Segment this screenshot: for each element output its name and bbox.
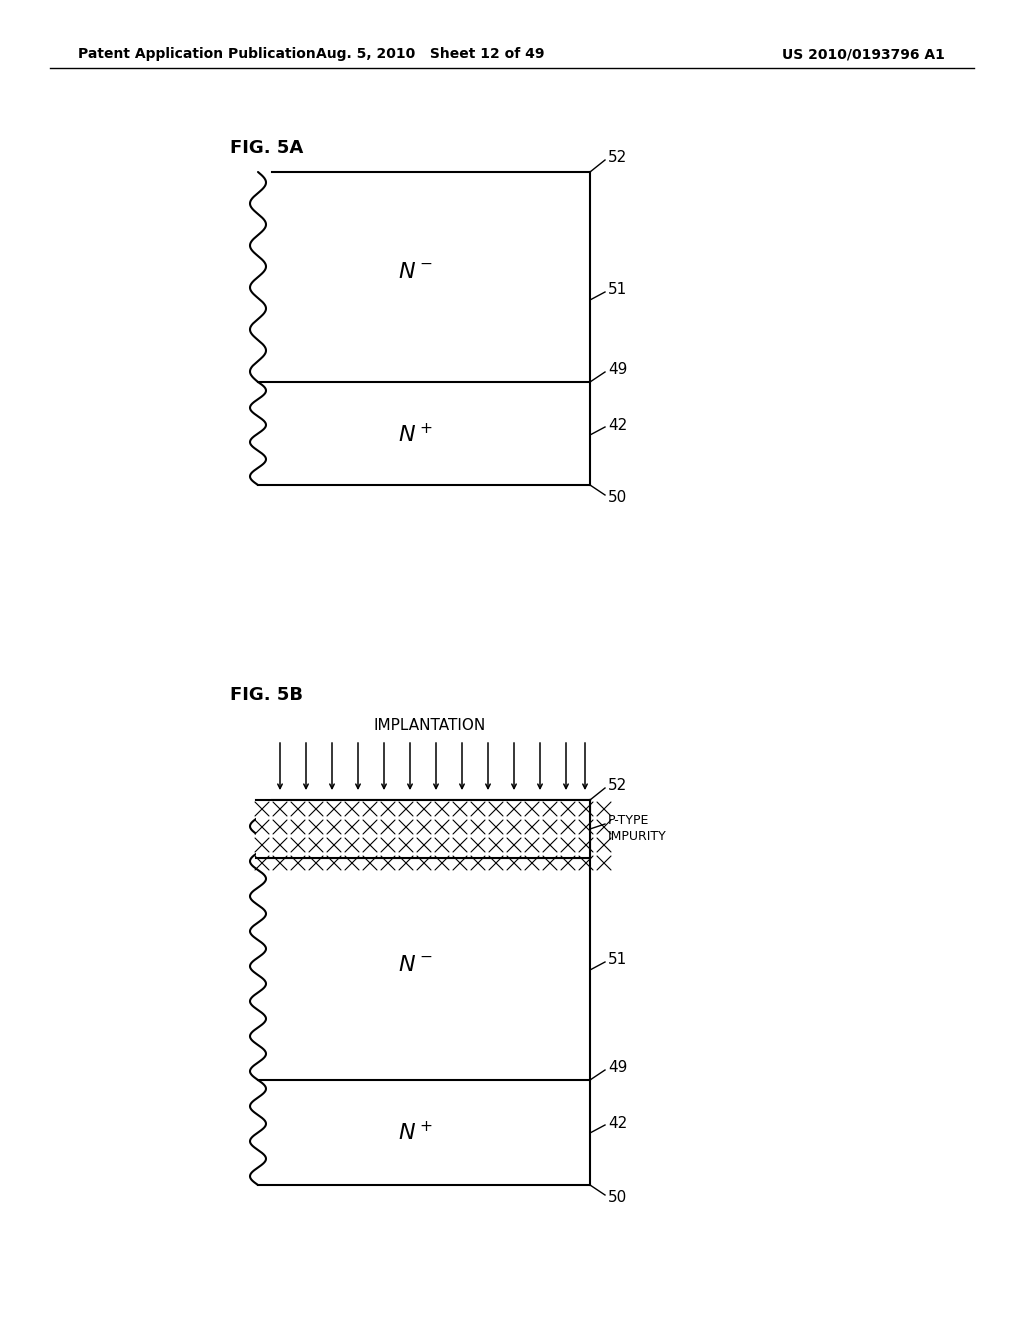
Text: $N^-$: $N^-$	[397, 954, 432, 975]
Text: $N^+$: $N^+$	[397, 1122, 432, 1144]
Text: FIG. 5A: FIG. 5A	[230, 139, 303, 157]
Text: US 2010/0193796 A1: US 2010/0193796 A1	[782, 48, 945, 61]
Text: FIG. 5B: FIG. 5B	[230, 686, 303, 704]
Text: $N^+$: $N^+$	[397, 424, 432, 446]
Text: 49: 49	[608, 363, 628, 378]
Text: 51: 51	[608, 282, 628, 297]
Text: Aug. 5, 2010   Sheet 12 of 49: Aug. 5, 2010 Sheet 12 of 49	[315, 48, 544, 61]
Text: 50: 50	[608, 1189, 628, 1204]
Text: 51: 51	[608, 953, 628, 968]
Text: $N^-$: $N^-$	[397, 261, 432, 282]
Text: 52: 52	[608, 779, 628, 793]
Text: 50: 50	[608, 490, 628, 504]
Text: 42: 42	[608, 417, 628, 433]
Text: 52: 52	[608, 150, 628, 165]
Text: 42: 42	[608, 1115, 628, 1130]
Text: 49: 49	[608, 1060, 628, 1076]
Text: IMPLANTATION: IMPLANTATION	[374, 718, 486, 733]
Bar	[256, 800, 590, 858]
Text: Patent Application Publication: Patent Application Publication	[78, 48, 315, 61]
Text: P-TYPE
IMPURITY: P-TYPE IMPURITY	[608, 814, 667, 843]
